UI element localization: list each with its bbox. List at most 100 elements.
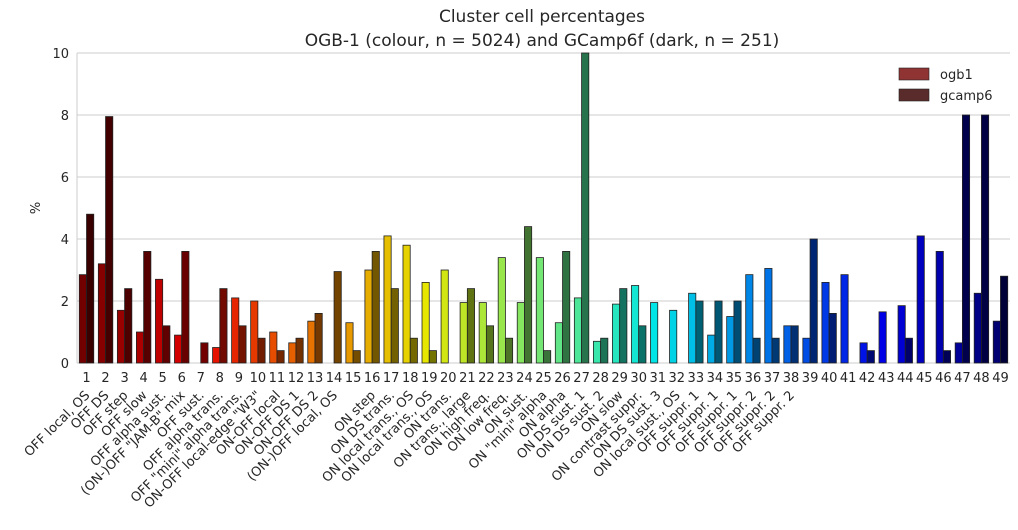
x-tick-label-37: 37 <box>764 371 781 386</box>
legend-swatch-gcamp6 <box>898 88 930 102</box>
bar-gcamp6-28 <box>600 337 609 364</box>
x-tick-label-25: 25 <box>535 371 552 386</box>
bar-gcamp6-24 <box>524 226 533 364</box>
bar-gcamp6-21 <box>466 288 475 364</box>
bar-gcamp6-15 <box>352 350 361 364</box>
bar-ogb1-48 <box>973 292 982 364</box>
bar-gcamp6-27 <box>581 52 590 364</box>
bar-ogb1-9 <box>231 297 240 364</box>
bar-gcamp6-23 <box>505 337 514 364</box>
bar-gcamp6-34 <box>714 300 723 364</box>
bar-gcamp6-36 <box>752 337 761 364</box>
x-tick-label-16: 16 <box>364 371 381 386</box>
legend: ogb1 gcamp6 <box>898 67 993 104</box>
bar-ogb1-45 <box>916 235 925 364</box>
x-tick-label-43: 43 <box>878 371 895 386</box>
bar-gcamp6-38 <box>790 325 799 364</box>
x-tick-label-15: 15 <box>345 371 362 386</box>
x-tick-label-42: 42 <box>859 371 876 386</box>
x-tick-label-3: 3 <box>120 371 128 386</box>
x-tick-label-29: 29 <box>611 371 628 386</box>
bar-ogb1-13 <box>307 320 316 364</box>
bar-ogb1-32 <box>669 309 678 364</box>
bar-ogb1-28 <box>592 340 602 364</box>
bar-ogb1-34 <box>707 334 716 364</box>
bar-ogb1-33 <box>688 292 697 364</box>
bar-gcamp6-42 <box>866 350 875 364</box>
bar-gcamp6-22 <box>485 325 495 364</box>
bar-ogb1-23 <box>497 257 506 364</box>
x-tick-label-12: 12 <box>288 371 305 386</box>
bar-ogb1-15 <box>345 322 354 364</box>
y-tick-labels: 0 2 4 6 8 10 <box>52 47 69 372</box>
chart-subtitle: OGB-1 (colour, n = 5024) and GCamp6f (da… <box>305 31 780 51</box>
bar-gcamp6-11 <box>276 350 285 364</box>
bar-ogb1-25 <box>535 257 544 364</box>
bar-gcamp6-26 <box>562 250 571 364</box>
x-tick-label-31: 31 <box>649 371 666 386</box>
bar-ogb1-31 <box>650 302 659 364</box>
y-tick-label-4: 4 <box>61 233 69 248</box>
bar-ogb1-30 <box>631 285 640 364</box>
y-tick-label-8: 8 <box>61 109 69 124</box>
x-tick-label-40: 40 <box>821 371 838 386</box>
x-tick-label-24: 24 <box>516 371 533 386</box>
bar-ogb1-20 <box>440 269 449 364</box>
bar-gcamp6-14 <box>333 271 342 364</box>
bar-gcamp6-49 <box>1000 275 1009 364</box>
bar-ogb1-19 <box>421 281 430 364</box>
bar-ogb1-2 <box>97 263 106 364</box>
y-tick-label-0: 0 <box>61 357 69 372</box>
bar-ogb1-24 <box>516 302 525 364</box>
legend-label-ogb1: ogb1 <box>940 68 973 83</box>
x-tick-label-11: 11 <box>269 371 286 386</box>
x-tick-label-46: 46 <box>935 371 952 386</box>
x-tick-label-5: 5 <box>159 371 167 386</box>
bar-ogb1-40 <box>821 281 830 364</box>
bar-ogb1-47 <box>954 342 963 364</box>
x-tick-label-39: 39 <box>802 371 819 386</box>
bar-gcamp6-33 <box>695 300 704 364</box>
bar-ogb1-16 <box>364 269 373 364</box>
bar-ogb1-44 <box>897 305 906 364</box>
x-tick-label-41: 41 <box>840 371 857 386</box>
x-tick-label-36: 36 <box>745 371 762 386</box>
bars <box>78 52 1009 364</box>
bar-gcamp6-47 <box>961 114 971 364</box>
x-tick-label-32: 32 <box>669 371 686 386</box>
x-tick-label-28: 28 <box>592 371 609 386</box>
x-tick-label-6: 6 <box>178 371 186 386</box>
x-tick-label-27: 27 <box>573 371 590 386</box>
x-tick-label-47: 47 <box>954 371 971 386</box>
bar-ogb1-3 <box>116 309 126 364</box>
x-tick-label-48: 48 <box>973 371 990 386</box>
bar-gcamp6-16 <box>371 250 380 364</box>
x-tick-labels: 1 2 3 4 5 6 7 8 9 10 11 12 13 14 15 16 17 18 19 20 21 22 23 24 2… <box>82 371 1008 386</box>
bar-ogb1-10 <box>250 300 259 364</box>
bar-gcamp6-48 <box>981 114 990 364</box>
bar-ogb1-41 <box>840 274 849 364</box>
bar-gcamp6-3 <box>124 288 133 364</box>
legend-label-gcamp6: gcamp6 <box>940 89 993 104</box>
bar-gcamp6-13 <box>314 312 323 364</box>
x-tick-label-4: 4 <box>140 371 148 386</box>
bar-ogb1-17 <box>383 235 392 364</box>
x-tick-label-23: 23 <box>497 371 514 386</box>
y-tick-label-10: 10 <box>52 47 69 62</box>
bar-gcamp6-4 <box>143 250 152 364</box>
bar-gcamp6-25 <box>543 350 552 364</box>
bar-gcamp6-40 <box>828 312 837 364</box>
y-tick-label-2: 2 <box>61 295 69 310</box>
bar-gcamp6-8 <box>219 288 228 364</box>
bar-ogb1-6 <box>174 334 183 364</box>
bar-gcamp6-5 <box>162 325 171 364</box>
bar-gcamp6-18 <box>409 337 418 364</box>
x-tick-label-49: 49 <box>992 371 1009 386</box>
x-tick-label-2: 2 <box>101 371 109 386</box>
x-tick-label-35: 35 <box>726 371 743 386</box>
bar-gcamp6-2 <box>105 116 114 364</box>
x-tick-label-34: 34 <box>707 371 724 386</box>
x-tick-label-45: 45 <box>916 371 933 386</box>
bar-ogb1-35 <box>726 316 735 364</box>
